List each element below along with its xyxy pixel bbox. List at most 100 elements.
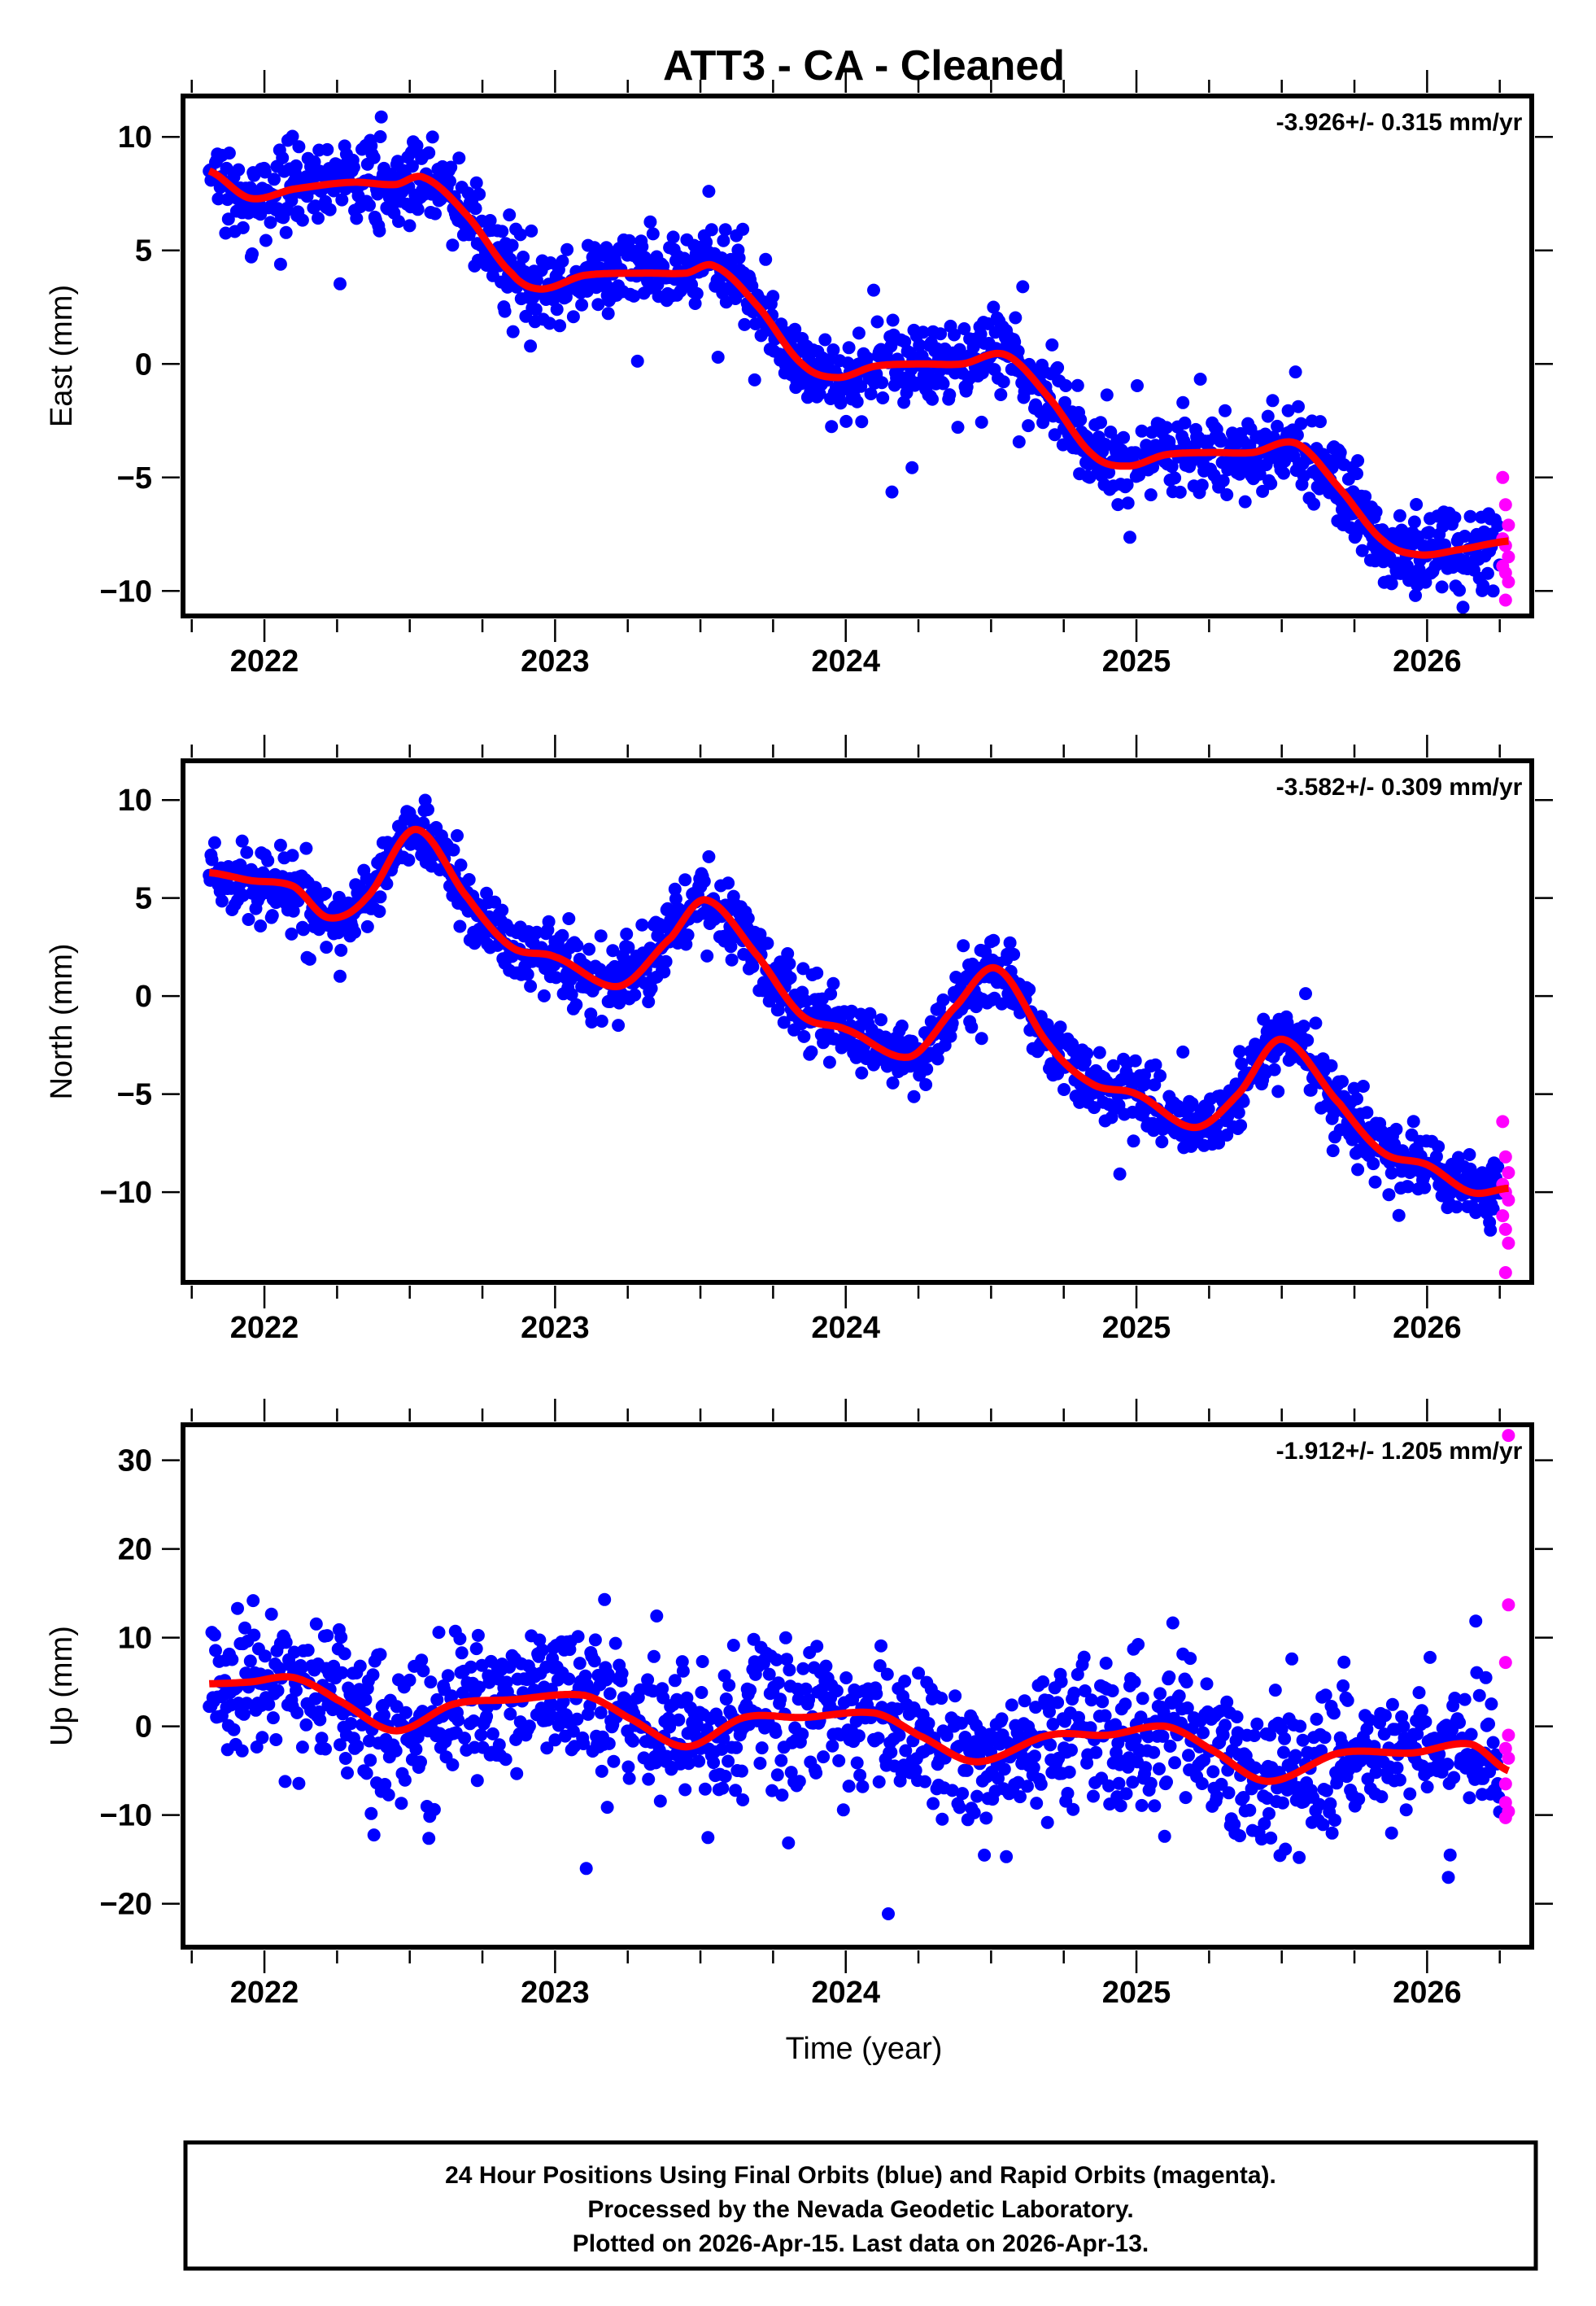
final-orbit-point (940, 1728, 953, 1742)
rapid-orbit-point (1502, 1193, 1515, 1207)
final-orbit-point (853, 1768, 867, 1782)
final-orbit-point (499, 1675, 513, 1689)
final-orbit-point (1296, 1733, 1310, 1747)
final-orbit-point (1290, 428, 1304, 442)
final-orbit-point (783, 957, 796, 971)
final-orbit-point (892, 1728, 906, 1742)
x-axis-label: Time (year) (786, 2032, 943, 2066)
final-orbit-point (601, 307, 615, 321)
final-orbit-point (1053, 1020, 1067, 1034)
final-orbit-point (517, 251, 530, 264)
y-tick-label: −10 (100, 574, 152, 609)
final-orbit-point (920, 1062, 934, 1076)
final-orbit-point (675, 1655, 689, 1669)
final-orbit-point (246, 247, 259, 260)
final-orbit-point (319, 887, 332, 900)
final-orbit-point (1420, 1780, 1434, 1794)
final-orbit-point (598, 1592, 612, 1606)
final-orbit-point (856, 1780, 870, 1793)
final-orbit-point (588, 1633, 602, 1647)
final-orbit-point (1044, 1738, 1057, 1752)
final-orbit-point (323, 203, 337, 216)
rapid-orbit-point (1502, 1728, 1515, 1742)
final-orbit-point (967, 1806, 981, 1819)
final-orbit-point (411, 1731, 425, 1744)
final-orbit-point (1491, 1160, 1505, 1174)
final-orbit-point (1415, 1704, 1428, 1718)
final-orbit-point (634, 1683, 648, 1697)
final-orbit-point (373, 1648, 387, 1662)
final-orbit-point (945, 1016, 959, 1030)
x-tick-label: 2024 (811, 1311, 880, 1345)
final-orbit-point (855, 1066, 869, 1080)
final-orbit-point (913, 338, 927, 352)
final-orbit-point (405, 159, 419, 173)
final-orbit-point (1248, 1729, 1261, 1742)
final-orbit-point (542, 915, 556, 928)
final-orbit-point (1418, 1181, 1432, 1194)
final-orbit-point (471, 1628, 485, 1642)
final-orbit-point (308, 199, 322, 213)
final-orbit-point (565, 988, 578, 1002)
final-orbit-point (643, 215, 657, 229)
final-orbit-point (416, 816, 430, 830)
final-orbit-point (595, 1764, 608, 1778)
final-orbit-point (729, 1784, 743, 1797)
final-orbit-point (817, 1750, 831, 1764)
final-orbit-point (367, 151, 381, 164)
final-orbit-point (1062, 1765, 1076, 1779)
rapid-orbit-point (1496, 1115, 1510, 1129)
final-orbit-point (771, 1676, 785, 1690)
velocity-label: -3.582+/- 0.309 mm/yr (1276, 774, 1523, 801)
final-orbit-point (1163, 1740, 1177, 1753)
x-tick-label: 2022 (230, 1311, 299, 1345)
final-orbit-point (483, 214, 497, 227)
final-orbit-point (1066, 1802, 1080, 1816)
final-orbit-point (579, 1862, 593, 1876)
final-orbit-point (447, 843, 460, 857)
y-tick-label: 20 (118, 1533, 152, 1567)
final-orbit-point (1230, 1710, 1244, 1723)
final-orbit-point (934, 327, 948, 341)
final-orbit-point (424, 1675, 438, 1689)
final-orbit-point (1018, 1694, 1031, 1708)
final-orbit-point (952, 1740, 966, 1754)
final-orbit-point (722, 876, 735, 890)
final-orbit-point (373, 890, 387, 904)
rapid-orbit-point (1498, 593, 1512, 607)
final-orbit-point (656, 1691, 670, 1705)
final-orbit-point (268, 173, 281, 186)
final-orbit-point (965, 1020, 979, 1034)
final-orbit-point (852, 326, 866, 340)
final-orbit-point (566, 1724, 580, 1738)
final-orbit-point (1232, 1106, 1245, 1120)
final-orbit-point (1236, 1094, 1250, 1108)
figure-title: ATT3 - CA - Cleaned (663, 42, 1065, 90)
rapid-orbit-point (1502, 575, 1515, 589)
final-orbit-point (796, 1727, 809, 1741)
final-orbit-point (698, 1782, 712, 1796)
final-orbit-point (286, 129, 299, 143)
final-orbit-point (334, 1631, 348, 1644)
final-orbit-point (855, 415, 869, 429)
final-orbit-point (1337, 1679, 1350, 1692)
final-orbit-point (1051, 1696, 1065, 1710)
final-orbit-point (273, 257, 287, 271)
final-orbit-point (1195, 1777, 1209, 1790)
final-orbit-point (1393, 1773, 1406, 1787)
final-orbit-point (738, 317, 752, 331)
final-orbit-point (1385, 1166, 1398, 1180)
final-orbit-point (1153, 1069, 1167, 1083)
final-orbit-point (315, 1732, 329, 1745)
final-orbit-point (1469, 1614, 1483, 1628)
final-orbit-point (697, 875, 711, 889)
final-orbit-point (1463, 1162, 1477, 1176)
final-orbit-point (1480, 566, 1494, 580)
final-orbit-point (239, 1666, 253, 1680)
final-orbit-point (874, 1013, 887, 1027)
final-orbit-point (540, 1741, 554, 1755)
x-tick-label: 2026 (1393, 644, 1462, 679)
final-orbit-point (1486, 584, 1500, 598)
final-orbit-point (524, 339, 538, 353)
final-orbit-point (957, 939, 970, 953)
